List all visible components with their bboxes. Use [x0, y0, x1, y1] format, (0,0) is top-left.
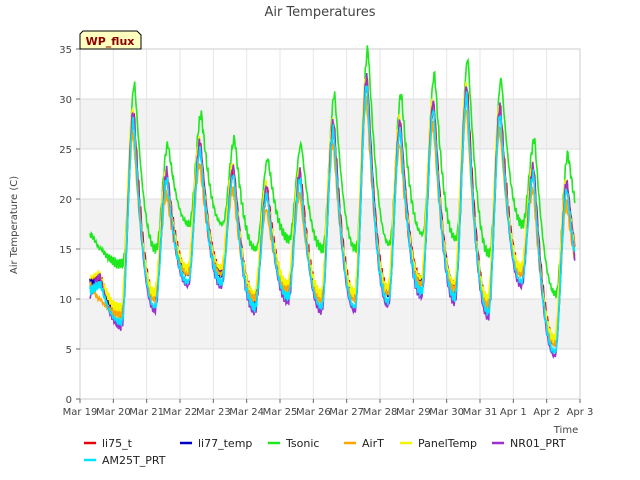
legend-item: AM25T_PRT: [84, 454, 166, 467]
legend-label: AirT: [362, 437, 384, 450]
x-tick-label: Mar 29: [396, 407, 431, 418]
x-tick-label: Apr 2: [533, 407, 560, 418]
x-tick-label: Mar 24: [229, 407, 264, 418]
x-tick-label: Mar 31: [463, 407, 498, 418]
y-tick-label: 20: [59, 195, 72, 206]
series-lines: [89, 45, 576, 359]
x-tick-label: Mar 30: [429, 407, 464, 418]
legend-label: Tsonic: [285, 437, 319, 450]
x-tick-label: Mar 26: [296, 407, 331, 418]
x-tick-label: Mar 25: [263, 407, 298, 418]
legend-label: li77_temp: [198, 437, 252, 450]
badge-label: WP_flux: [86, 35, 135, 48]
legend-label: NR01_PRT: [510, 437, 566, 450]
x-tick-label: Apr 3: [567, 407, 594, 418]
y-tick-label: 25: [59, 145, 72, 156]
legend-item: NR01_PRT: [492, 437, 566, 450]
x-tick-label: Mar 22: [163, 407, 198, 418]
plot-band: [80, 299, 580, 349]
x-tick-label: Mar 19: [63, 407, 98, 418]
legend-item: Tsonic: [268, 437, 319, 450]
y-tick-label: 5: [66, 345, 72, 356]
legend-label: PanelTemp: [418, 437, 477, 450]
x-tick-label: Mar 21: [129, 407, 164, 418]
y-tick-label: 0: [66, 395, 72, 406]
legend: li75_t li77_temp Tsonic AirT PanelTemp NR01_P…: [84, 437, 566, 467]
legend-label: AM25T_PRT: [102, 454, 166, 467]
legend-item: li75_t: [84, 437, 133, 450]
y-tick-label: 15: [59, 245, 72, 256]
x-tick-label: Mar 23: [196, 407, 231, 418]
x-tick-label: Mar 20: [96, 407, 131, 418]
site-badge: WP_flux: [79, 30, 142, 50]
legend-label: li75_t: [102, 437, 133, 450]
badge-shape: [79, 30, 142, 50]
plot-band: [80, 199, 580, 249]
plot-frame: [79, 48, 581, 400]
y-tick-label: 10: [59, 295, 72, 306]
legend-item: PanelTemp: [400, 437, 477, 450]
series-line-tsonic: [89, 45, 576, 299]
legend-item: AirT: [344, 437, 384, 450]
y-axis: 0 5 10 15 20 25 30 35: [59, 45, 80, 406]
chart-title: Air Temperatures: [264, 5, 375, 20]
series-line-am25t-prt: [89, 85, 576, 354]
y-tick-label: 30: [59, 95, 72, 106]
legend-item: li77_temp: [180, 437, 252, 450]
y-tick-label: 35: [59, 45, 72, 56]
x-tick-label: Apr 1: [500, 407, 527, 418]
x-axis-label: Time: [553, 425, 578, 436]
x-tick-label: Mar 28: [363, 407, 398, 418]
x-tick-label: Mar 27: [329, 407, 364, 418]
y-axis-label: Air Temperature (C): [9, 176, 20, 274]
